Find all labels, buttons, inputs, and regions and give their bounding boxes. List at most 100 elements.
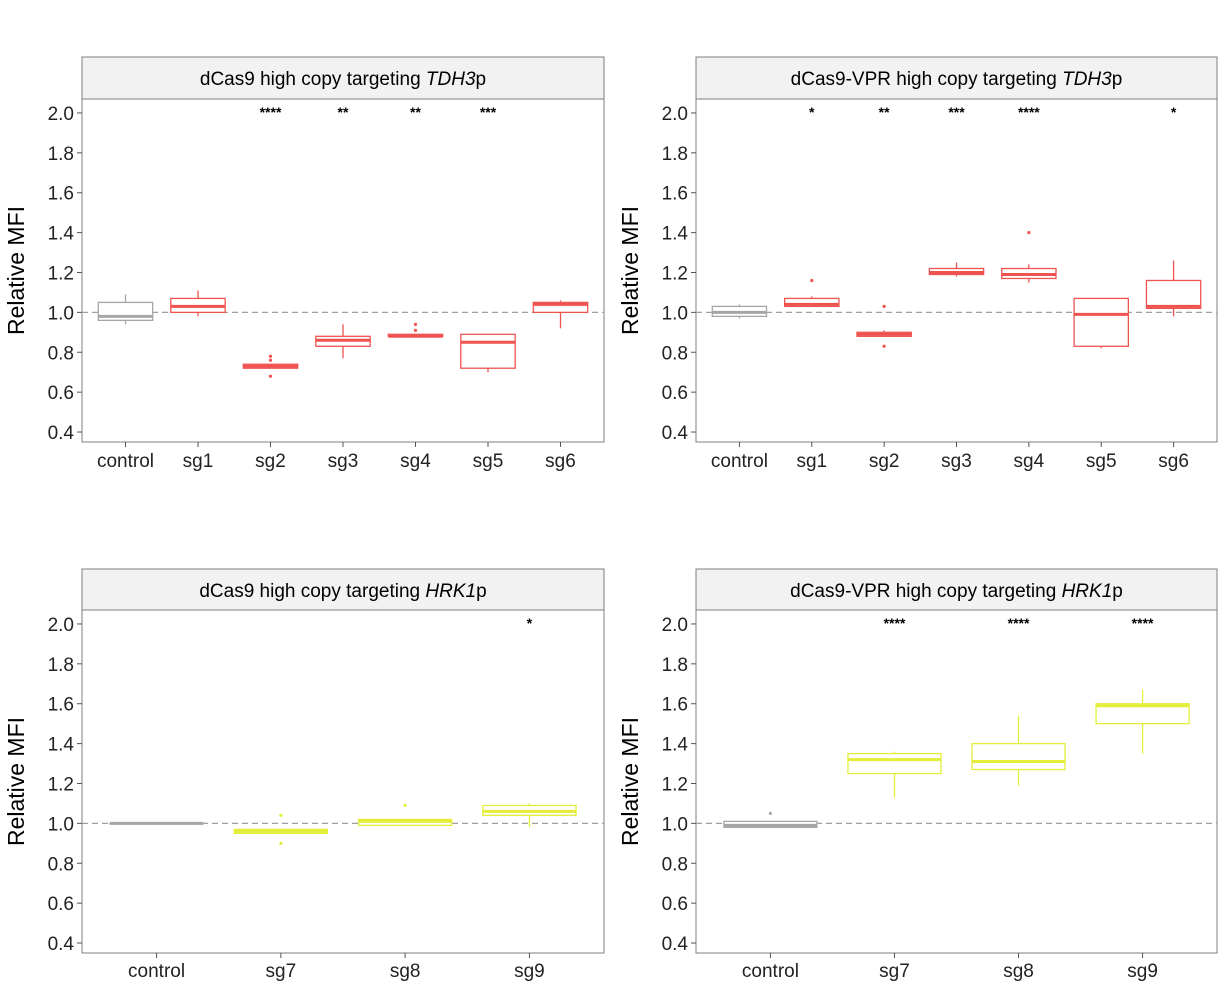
significance-label: * xyxy=(1171,104,1177,120)
y-tick-label: 0.8 xyxy=(662,854,688,875)
significance-label: * xyxy=(809,104,815,120)
x-tick-label: sg6 xyxy=(545,451,576,472)
panel-b: dCas9-VPR high copy targeting TDH3p 0.4 0.… xyxy=(617,56,1218,472)
outlier-point xyxy=(268,354,273,358)
y-tick-label: 0.8 xyxy=(48,343,74,364)
panel-a: dCas9 high copy targeting TDH3p 0.4 0.6 0.8… xyxy=(3,56,605,472)
box-sg2 xyxy=(242,354,299,378)
y-tick-label: 1.6 xyxy=(48,184,74,205)
box-sg9 xyxy=(1095,689,1190,754)
box-sg9 xyxy=(482,803,577,828)
outlier-point xyxy=(268,374,273,378)
box-sg3 xyxy=(315,324,371,359)
y-tick-label: 1.4 xyxy=(48,224,75,245)
title-prefix: dCas9 high copy targeting xyxy=(200,69,426,90)
title-prefix: dCas9 high copy targeting xyxy=(199,581,425,602)
outlier-point xyxy=(268,358,273,362)
y-tick-label: 0.8 xyxy=(662,343,688,364)
y-tick-label: 1.2 xyxy=(662,263,688,284)
y-tick-label: 1.8 xyxy=(662,655,688,676)
plot-frame xyxy=(695,609,1218,954)
significance-label: ** xyxy=(879,104,890,120)
outlier-point xyxy=(279,813,283,818)
x-tick-label: sg6 xyxy=(1158,451,1189,472)
y-tick-label: 1.0 xyxy=(48,814,74,835)
significance-label: *** xyxy=(480,104,497,120)
y-tick-label: 1.4 xyxy=(48,735,75,756)
box-sg1 xyxy=(170,290,226,317)
y-tick-label: 0.6 xyxy=(48,894,74,915)
y-axis-label: Relative MFI xyxy=(617,717,643,846)
box-iqr xyxy=(460,333,516,369)
box-sg6 xyxy=(532,300,589,329)
panel-title: dCas9 high copy targeting HRK1p xyxy=(199,581,486,602)
y-tick-label: 1.6 xyxy=(662,184,688,205)
y-tick-label: 1.8 xyxy=(662,144,688,165)
outlier-point xyxy=(279,841,283,845)
outlier-point xyxy=(810,278,814,283)
significance-label: ** xyxy=(410,104,421,120)
y-tick-label: 0.6 xyxy=(662,894,688,915)
title-gene: TDH3 xyxy=(1062,69,1112,90)
box-sg5 xyxy=(460,333,516,373)
box-iqr xyxy=(1145,279,1202,310)
y-tick-label: 1.0 xyxy=(662,303,688,324)
y-tick-label: 0.6 xyxy=(48,383,74,404)
box-sg2 xyxy=(856,304,912,348)
box-control xyxy=(711,304,768,319)
x-tick-label: sg4 xyxy=(400,451,431,472)
panel-title: dCas9-VPR high copy targeting TDH3p xyxy=(791,69,1123,90)
y-tick-label: 1.8 xyxy=(48,655,74,676)
y-tick-label: 1.2 xyxy=(662,774,688,795)
title-prefix: dCas9-VPR high copy targeting xyxy=(790,581,1061,602)
y-tick-label: 1.2 xyxy=(48,263,74,284)
title-strip xyxy=(81,56,605,100)
outlier-point xyxy=(768,811,773,816)
y-tick-label: 0.4 xyxy=(48,423,75,444)
box-sg3 xyxy=(928,262,985,277)
x-tick-label: sg1 xyxy=(796,451,827,472)
title-suffix: p xyxy=(476,581,487,602)
outlier-point xyxy=(413,328,418,332)
x-tick-label: sg7 xyxy=(266,961,297,982)
x-tick-label: sg3 xyxy=(328,451,359,472)
x-tick-label: sg9 xyxy=(514,961,545,982)
box-iqr xyxy=(847,752,942,775)
y-tick-label: 1.6 xyxy=(662,695,688,716)
x-tick-label: sg3 xyxy=(941,451,972,472)
box-control xyxy=(723,811,818,829)
significance-label: ** xyxy=(338,104,349,120)
box-sg7 xyxy=(847,751,942,798)
box-iqr xyxy=(1095,703,1190,725)
y-tick-label: 1.0 xyxy=(662,814,688,835)
x-tick-label: sg7 xyxy=(879,961,910,982)
significance-label: * xyxy=(527,615,533,631)
x-tick-label: sg2 xyxy=(255,451,286,472)
y-tick-label: 0.4 xyxy=(662,423,689,444)
box-sg4 xyxy=(1001,231,1057,283)
x-tick-label: control xyxy=(711,451,768,472)
title-suffix: p xyxy=(476,69,487,90)
box-sg4 xyxy=(387,322,444,338)
box-iqr xyxy=(532,301,589,314)
outlier-point xyxy=(403,803,407,808)
y-tick-label: 0.4 xyxy=(662,934,689,955)
title-gene: HRK1 xyxy=(425,581,476,602)
title-suffix: p xyxy=(1112,581,1123,602)
significance-label: **** xyxy=(1132,615,1154,631)
box-sg7 xyxy=(233,813,329,845)
y-axis-label: Relative MFI xyxy=(617,206,643,335)
x-tick-label: sg5 xyxy=(1086,451,1117,472)
significance-label: **** xyxy=(260,104,282,120)
box-sg6 xyxy=(1145,260,1202,317)
title-gene: HRK1 xyxy=(1062,581,1113,602)
title-strip xyxy=(695,568,1218,611)
x-tick-label: sg5 xyxy=(473,451,504,472)
box-iqr xyxy=(783,297,840,308)
title-prefix: dCas9-VPR high copy targeting xyxy=(791,69,1062,90)
plot-frame xyxy=(81,98,605,443)
y-tick-label: 1.4 xyxy=(662,735,689,756)
box-sg8 xyxy=(971,715,1066,786)
x-tick-label: sg9 xyxy=(1127,961,1158,982)
